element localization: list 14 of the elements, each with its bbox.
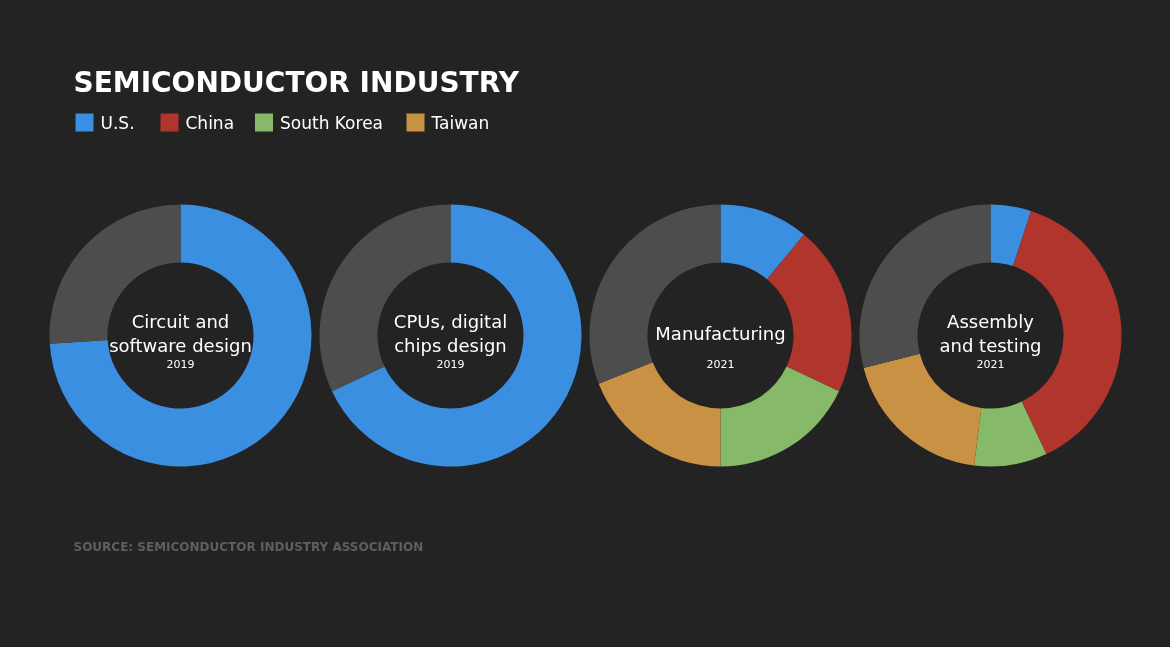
text: CPUs, digital chips design bbox=[393, 311, 508, 356]
text: 2019 bbox=[166, 357, 195, 371]
legend-label: South Korea bbox=[280, 112, 384, 133]
source-note: SOURCE: SEMICONDUCTOR INDUSTRY ASSOCIATION bbox=[73, 539, 424, 554]
legend-label: U.S. bbox=[100, 112, 135, 133]
text: Assembly and testing bbox=[939, 311, 1042, 356]
legend-label: China bbox=[185, 112, 235, 133]
text: Manufacturing bbox=[655, 323, 786, 344]
legend-label: Taiwan bbox=[430, 112, 490, 133]
text: 2021 bbox=[976, 357, 1005, 371]
text: 2021 bbox=[706, 357, 735, 371]
text: Circuit and software design bbox=[109, 311, 252, 356]
text: 2019 bbox=[436, 357, 465, 371]
text: SEMICONDUCTOR INDUSTRY bbox=[73, 66, 520, 99]
